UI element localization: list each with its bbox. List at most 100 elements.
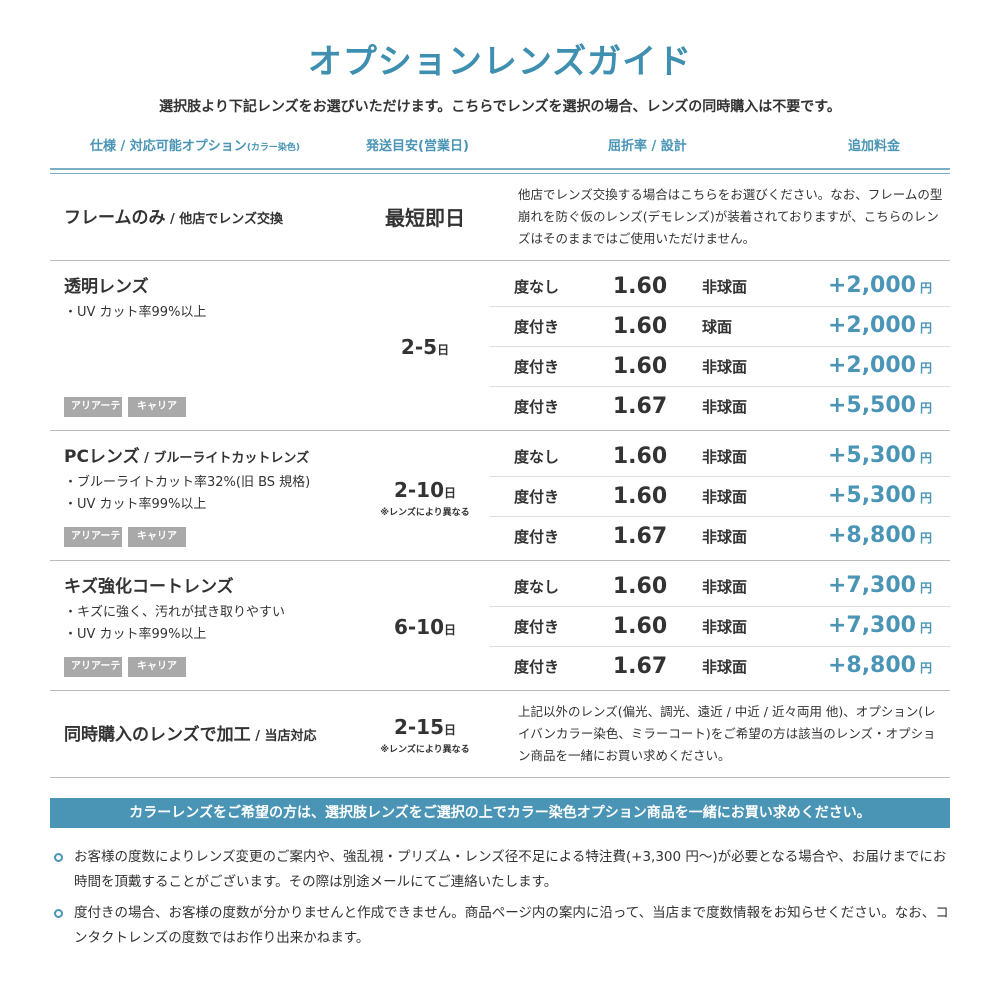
refractive-index: 1.60 [612, 573, 668, 599]
feature-item: ・UV カット率99%以上 [64, 627, 207, 642]
lens-name-main: PCレンズ [64, 447, 140, 467]
prescription-type: 度なし [514, 577, 560, 596]
shipping-days: 2-10日 ※レンズにより異なる [360, 478, 490, 519]
refractive-index: 1.60 [612, 353, 668, 379]
price-value: +8,800 [827, 523, 916, 548]
prescription-type: 度付き [514, 398, 560, 416]
lens-option-row: 度なし 1.60 非球面 +5,300 円 [490, 437, 950, 477]
price-unit: 円 [919, 320, 932, 335]
feature-item: ・ブルーライトカット率32%(旧 BS 規格) [64, 475, 311, 490]
lens-name: PCレンズ / ブルーライトカットレンズ [64, 446, 354, 470]
lens-option-row: 度なし 1.60 非球面 +7,300 円 [490, 567, 950, 607]
refractive-index: 1.60 [612, 483, 668, 509]
days-value: 2-5 [400, 335, 438, 359]
days-unit: 日 [444, 486, 457, 500]
option-tag: キャリア [128, 397, 186, 417]
lens-design: 非球面 [702, 277, 748, 296]
shipping-days: 6-10日 [360, 615, 490, 642]
header-index: 屈折率 / 設計 [608, 139, 687, 154]
price-unit: 円 [919, 450, 932, 465]
section-lens: 透明レンズ ・UV カット率99%以上 アリアーテ キャリア 2-5日 度なし 1.60… [50, 262, 950, 431]
prescription-type: 度なし [514, 447, 560, 466]
option-tag: キャリア [128, 527, 186, 547]
days-value: 2-10 [393, 478, 445, 502]
additional-price: +5,300 円 [790, 443, 950, 471]
note-text: 度付きの場合、お客様の度数が分かりませんと作成できません。商品ページ内の案内に沿… [74, 905, 949, 946]
header-spec-small: (カラー染色) [246, 143, 301, 153]
days-value: 6-10 [393, 615, 445, 639]
circle-bullet-icon [54, 909, 63, 918]
lens-option-row: 度付き 1.60 球面 +2,000 円 [490, 307, 950, 347]
price-value: +8,800 [827, 653, 916, 678]
section-lens: PCレンズ / ブルーライトカットレンズ ・ブルーライトカット率32%(旧 BS … [50, 432, 950, 561]
color-lens-banner: カラーレンズをご希望の方は、選択肢レンズをご選択の上でカラー染色オプション商品を… [50, 798, 950, 828]
prescription-type: 度付き [514, 487, 560, 506]
price-value: +2,000 [827, 272, 916, 298]
additional-price: +7,300 円 [790, 573, 950, 601]
shipping-days: 最短即日 [385, 206, 465, 230]
lens-design: 非球面 [702, 617, 748, 636]
lens-option-row: 度付き 1.60 非球面 +5,300 円 [490, 477, 950, 517]
price-value: +2,000 [827, 352, 916, 378]
price-value: +5,300 [827, 482, 916, 508]
prescription-type: 度付き [514, 528, 560, 546]
price-unit: 円 [919, 360, 932, 375]
price-unit: 円 [919, 580, 932, 595]
section-combined: 同時購入のレンズで加工 / 当店対応 2-15日 ※レンズにより異なる 上記以外の… [50, 691, 950, 778]
additional-price: +2,000 円 [790, 313, 950, 341]
refractive-index: 1.67 [612, 654, 668, 679]
lens-option-row: 度付き 1.67 非球面 +8,800 円 [490, 647, 950, 687]
header-shipping: 発送目安(営業日) [366, 139, 469, 154]
feature-item: ・UV カット率99%以上 [64, 305, 207, 320]
description: 他店でレンズ交換する場合はこちらをお選びください。なお、フレームの型崩れを防ぐ仮… [518, 187, 943, 246]
shipping-days: 2-15日 ※レンズにより異なる [360, 715, 490, 756]
days-note: ※レンズにより異なる [380, 508, 470, 518]
prescription-type: 度付き [514, 658, 560, 676]
price-unit: 円 [919, 620, 932, 635]
days-unit: 日 [444, 723, 457, 737]
feature-list: ・ブルーライトカット率32%(旧 BS 規格) ・UV カット率99%以上 [64, 472, 354, 516]
lens-name: 同時購入のレンズで加工 / 当店対応 [64, 724, 354, 748]
prescription-type: 度付き [514, 317, 560, 336]
price-value: +5,500 [827, 393, 916, 418]
lens-design: 非球面 [702, 447, 748, 466]
note-item: 度付きの場合、お客様の度数が分かりませんと作成できません。商品ページ内の案内に沿… [50, 901, 950, 951]
additional-price: +2,000 円 [790, 273, 950, 301]
price-value: +7,300 [827, 572, 916, 598]
lens-design: 非球面 [702, 398, 748, 416]
price-unit: 円 [919, 661, 932, 675]
section-frame-only: フレームのみ / 他店でレンズ交換 最短即日 他店でレンズ交換する場合はこちらを… [50, 175, 950, 261]
lens-name: フレームのみ / 他店でレンズ交換 [64, 207, 354, 231]
description: 上記以外のレンズ(偏光、調光、遠近 / 中近 / 近々両用 他)、オプション(レ… [518, 704, 936, 763]
lens-name-main: キズ強化コートレンズ [64, 577, 234, 597]
lens-design: 非球面 [702, 658, 748, 676]
prescription-type: 度なし [514, 277, 560, 296]
option-tags: アリアーテ キャリア [64, 657, 186, 677]
page-title: オプションレンズガイド [307, 42, 693, 82]
lens-design: 球面 [702, 317, 733, 336]
refractive-index: 1.60 [612, 273, 668, 299]
additional-price: +8,800 円 [790, 523, 950, 551]
prescription-type: 度付き [514, 617, 560, 636]
feature-item: ・UV カット率99%以上 [64, 497, 207, 512]
lens-name-main: フレームのみ [64, 208, 166, 228]
price-unit: 円 [919, 401, 932, 415]
additional-price: +8,800 円 [790, 653, 950, 681]
divider [50, 173, 950, 174]
refractive-index: 1.67 [612, 394, 668, 419]
lens-name-sub: / 他店でレンズ交換 [165, 212, 284, 227]
subtitle: 選択肢より下記レンズをお選びいただけます。こちらでレンズを選択の場合、レンズの同… [159, 99, 841, 115]
days-unit: 日 [444, 623, 457, 637]
header-spec: 仕様 / 対応可能オプション(カラー染色) [90, 138, 300, 157]
circle-bullet-icon [54, 853, 63, 862]
lens-option-row: 度付き 1.60 非球面 +2,000 円 [490, 347, 950, 387]
price-value: +5,300 [827, 442, 916, 468]
days-note: ※レンズにより異なる [380, 745, 470, 755]
lens-design: 非球面 [702, 357, 748, 376]
days-value: 2-15 [393, 715, 445, 739]
price-value: +7,300 [827, 612, 916, 638]
shipping-days: 2-5日 [360, 335, 490, 362]
refractive-index: 1.67 [612, 524, 668, 549]
feature-item: ・キズに強く、汚れが拭き取りやすい [64, 605, 286, 620]
additional-price: +5,500 円 [790, 393, 950, 421]
